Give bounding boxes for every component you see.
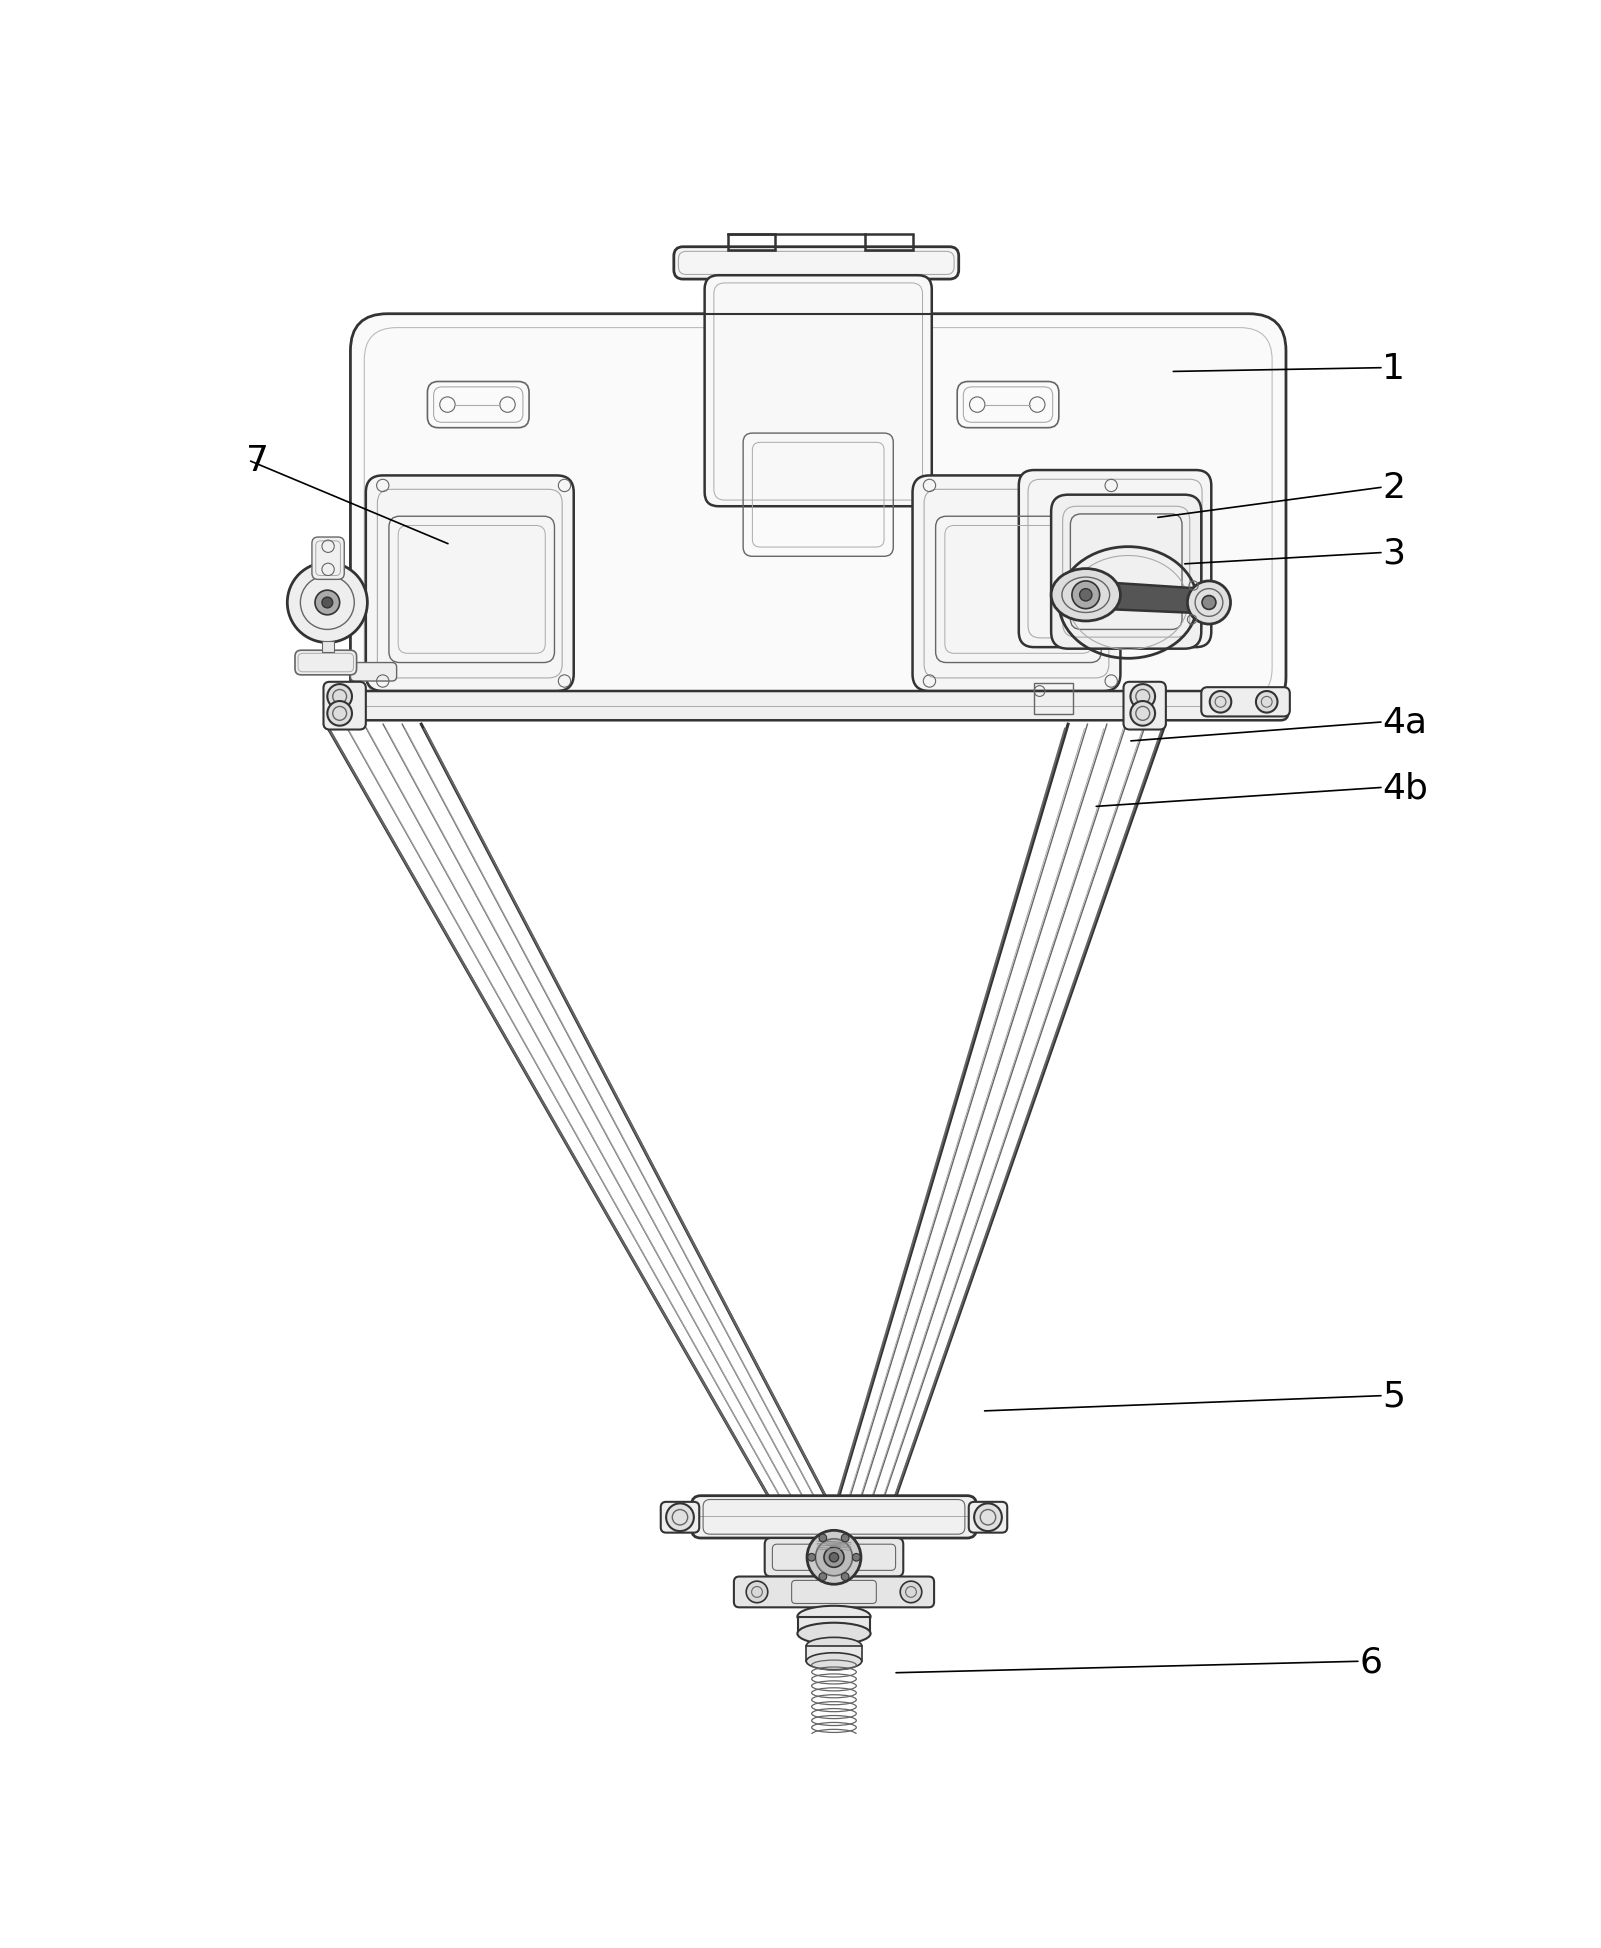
Circle shape [1073, 582, 1100, 610]
FancyBboxPatch shape [1124, 682, 1166, 730]
Text: 4a: 4a [1382, 705, 1426, 740]
Circle shape [1079, 590, 1092, 602]
Circle shape [1188, 582, 1231, 625]
Ellipse shape [797, 1605, 871, 1627]
Circle shape [1130, 701, 1154, 727]
Ellipse shape [797, 1623, 871, 1644]
Circle shape [809, 1555, 815, 1562]
FancyBboxPatch shape [351, 662, 397, 682]
Text: 3: 3 [1382, 536, 1406, 571]
Circle shape [327, 686, 352, 709]
FancyBboxPatch shape [674, 247, 959, 281]
Circle shape [852, 1555, 860, 1562]
Circle shape [315, 590, 339, 616]
Ellipse shape [807, 1654, 861, 1669]
FancyBboxPatch shape [661, 1502, 700, 1533]
Bar [797, 1617, 871, 1634]
Text: 7: 7 [247, 444, 269, 477]
Bar [728, 236, 775, 251]
FancyBboxPatch shape [969, 1502, 1007, 1533]
FancyBboxPatch shape [765, 1539, 903, 1576]
Bar [1034, 684, 1073, 715]
Text: 1: 1 [1382, 351, 1406, 386]
Circle shape [1255, 692, 1278, 713]
Bar [865, 236, 913, 251]
FancyBboxPatch shape [1052, 495, 1201, 649]
Circle shape [1202, 596, 1215, 610]
FancyBboxPatch shape [1201, 688, 1290, 717]
Circle shape [327, 701, 352, 727]
Circle shape [1130, 686, 1154, 709]
Ellipse shape [807, 1638, 861, 1654]
FancyBboxPatch shape [312, 538, 344, 581]
Ellipse shape [810, 1745, 858, 1757]
FancyBboxPatch shape [365, 475, 573, 692]
Circle shape [746, 1582, 768, 1603]
FancyBboxPatch shape [704, 277, 932, 506]
Circle shape [841, 1572, 849, 1580]
Circle shape [973, 1504, 1002, 1531]
Text: 4b: 4b [1382, 771, 1428, 805]
Circle shape [841, 1535, 849, 1543]
Circle shape [322, 598, 333, 608]
FancyBboxPatch shape [352, 692, 1289, 721]
Bar [322, 641, 335, 653]
FancyBboxPatch shape [295, 651, 357, 676]
Text: 2: 2 [1382, 471, 1406, 505]
Circle shape [815, 1539, 852, 1576]
Circle shape [900, 1582, 922, 1603]
Text: 6: 6 [1359, 1644, 1382, 1679]
Circle shape [825, 1547, 844, 1568]
Circle shape [666, 1504, 693, 1531]
Circle shape [287, 563, 367, 643]
Circle shape [820, 1535, 826, 1543]
Polygon shape [1076, 582, 1209, 614]
FancyBboxPatch shape [1018, 471, 1212, 649]
FancyBboxPatch shape [913, 475, 1121, 692]
Circle shape [807, 1531, 861, 1584]
Circle shape [829, 1553, 839, 1562]
FancyBboxPatch shape [323, 682, 365, 730]
Text: 5: 5 [1382, 1379, 1406, 1412]
Circle shape [1210, 692, 1231, 713]
Bar [807, 1646, 861, 1662]
FancyBboxPatch shape [351, 314, 1286, 715]
Circle shape [820, 1572, 826, 1580]
Ellipse shape [1052, 569, 1121, 621]
FancyBboxPatch shape [733, 1576, 933, 1607]
FancyBboxPatch shape [692, 1496, 977, 1539]
